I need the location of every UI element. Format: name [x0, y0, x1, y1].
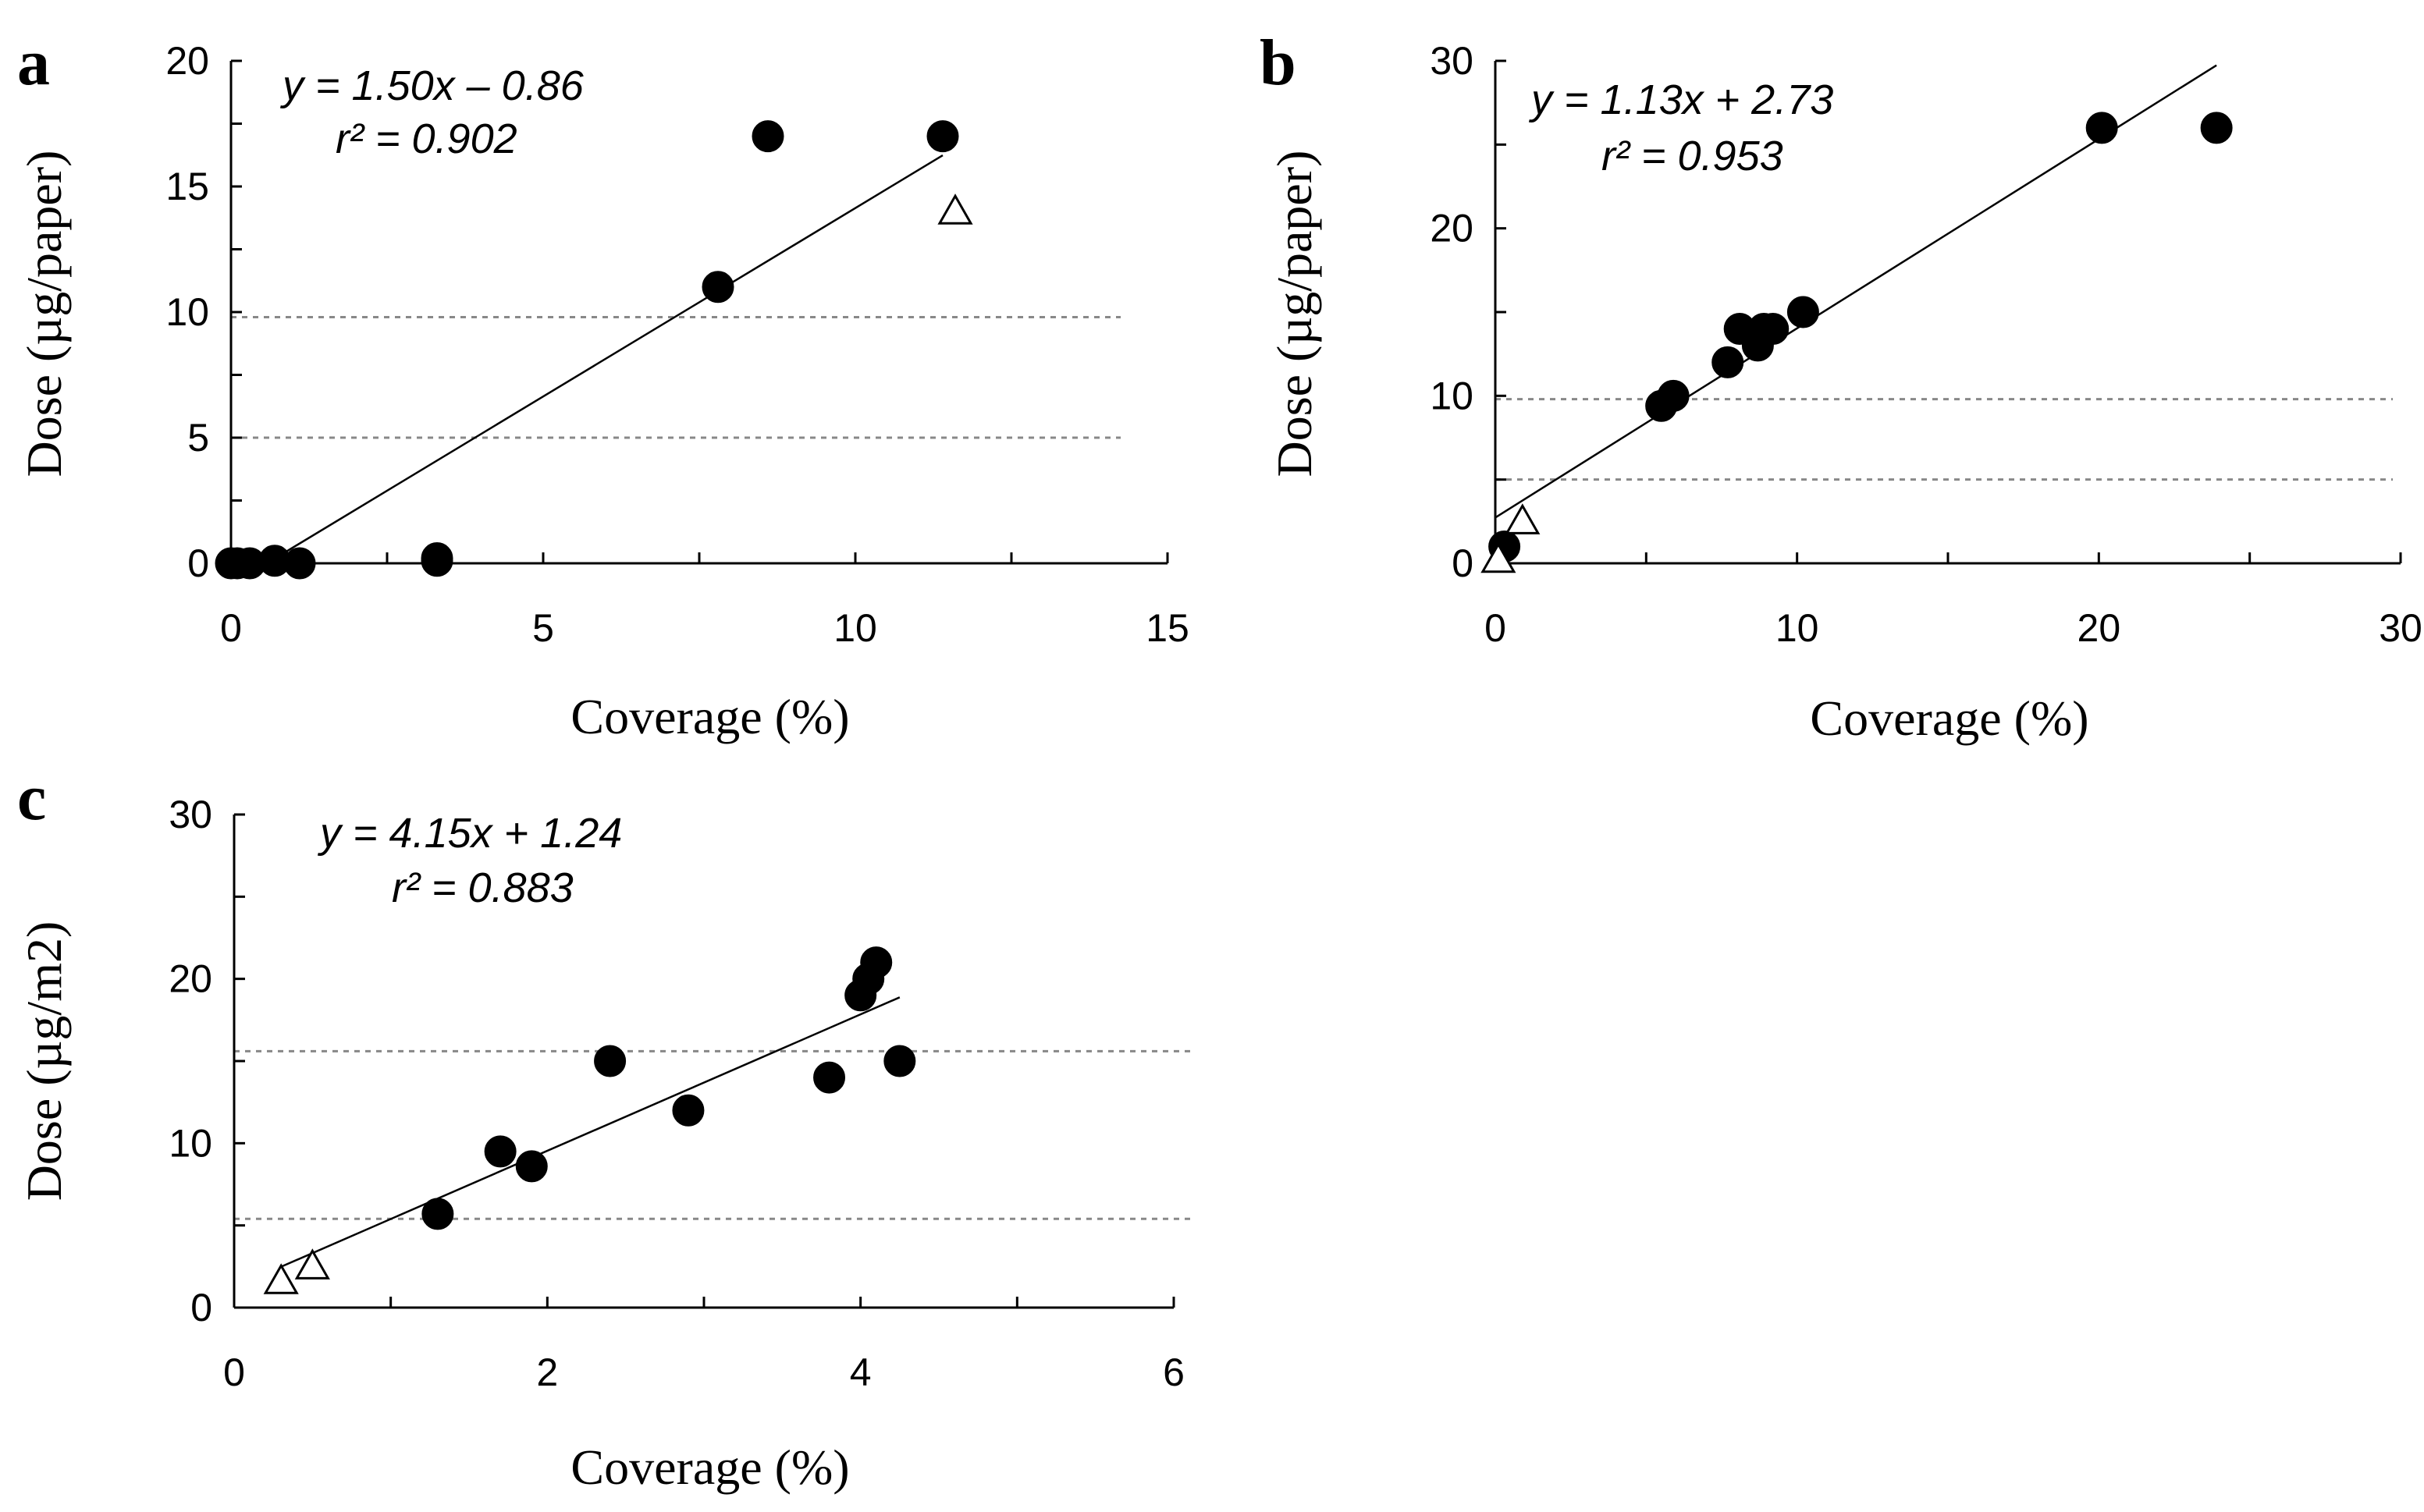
- data-point-open: [1505, 503, 1541, 534]
- equation-c: y = 4.15x + 1.24: [317, 810, 622, 857]
- y-axis-label-a: Dose (µg/paper): [16, 151, 72, 477]
- data-point-open: [937, 193, 973, 225]
- data-point: [283, 547, 316, 580]
- y-tick-label: 15: [165, 165, 209, 208]
- r2-b: r² = 0.953: [1601, 133, 1783, 179]
- panel-label-c: c: [17, 761, 46, 834]
- x-tick-label: 10: [833, 606, 877, 650]
- x-axis-label-c: Coverage (%): [570, 1439, 849, 1495]
- plot-c: 0 10 20 30 0 2 4 6: [169, 793, 1191, 1394]
- y-tick-label: 30: [169, 793, 212, 836]
- x-tick-label: 2: [536, 1351, 558, 1394]
- x-tick-label: 6: [1163, 1351, 1185, 1394]
- data-point-open: [263, 1263, 299, 1294]
- x-axis-label-b: Coverage (%): [1810, 690, 2088, 746]
- panel-label-a: a: [17, 27, 50, 99]
- data-point: [860, 946, 893, 979]
- y-tick-label: 20: [1430, 207, 1473, 250]
- r2-c: r² = 0.883: [392, 864, 574, 911]
- data-point: [752, 120, 784, 153]
- data-point: [1786, 296, 1819, 328]
- plot-a: 0 5 10 15 20 0 5 10 15: [165, 39, 1189, 650]
- y-axis-label-b: Dose (µg/paper): [1267, 151, 1322, 477]
- data-point: [1711, 346, 1744, 378]
- data-point: [594, 1045, 627, 1077]
- data-point-open: [294, 1248, 330, 1280]
- y-tick-label: 10: [169, 1121, 212, 1165]
- data-point: [883, 1045, 916, 1077]
- y-tick-label: 10: [165, 290, 209, 334]
- y-tick-label: 0: [190, 1286, 212, 1329]
- panel-label-b: b: [1260, 27, 1296, 99]
- data-point: [672, 1094, 705, 1127]
- y-axis-label-c: Dose (µg/m2): [16, 921, 72, 1201]
- x-tick-label: 15: [1146, 606, 1189, 650]
- panel-a: a Dose (µg/paper) Coverage (%) y = 1.50x…: [16, 27, 1189, 744]
- equation-a: y = 1.50x – 0.86: [279, 62, 585, 109]
- x-tick-label: 0: [223, 1351, 245, 1394]
- x-tick-label: 0: [220, 606, 242, 650]
- y-tick-label: 0: [187, 541, 209, 585]
- data-point: [421, 545, 453, 577]
- panel-c: c Dose (µg/m2) Coverage (%) y = 4.15x + …: [16, 761, 1191, 1495]
- data-point-open: [1480, 541, 1516, 573]
- data-point: [926, 120, 959, 153]
- y-tick-label: 30: [1430, 39, 1473, 83]
- y-tick-label: 0: [1452, 541, 1473, 585]
- x-tick-label: 5: [532, 606, 554, 650]
- x-tick-label: 30: [2379, 606, 2422, 650]
- x-tick-label: 10: [1775, 606, 1819, 650]
- data-point: [2085, 112, 2118, 144]
- x-axis-label-a: Coverage (%): [570, 689, 849, 744]
- data-point: [421, 1198, 454, 1230]
- plot-b: 0 10 20 30 0 10 20 30: [1430, 39, 2422, 650]
- y-tick-label: 10: [1430, 374, 1473, 417]
- data-point: [1757, 312, 1790, 345]
- r2-a: r² = 0.902: [336, 115, 517, 162]
- data-point: [1657, 379, 1690, 412]
- data-point: [813, 1061, 846, 1094]
- data-point: [484, 1135, 517, 1168]
- x-tick-label: 20: [2077, 606, 2121, 650]
- data-point: [2200, 112, 2233, 144]
- data-point: [515, 1150, 548, 1183]
- y-tick-label: 20: [169, 957, 212, 1001]
- x-tick-label: 0: [1484, 606, 1506, 650]
- data-point: [702, 271, 734, 303]
- regression-line: [268, 154, 944, 563]
- y-tick-label: 20: [165, 39, 209, 83]
- x-tick-label: 4: [850, 1351, 872, 1394]
- panel-b: b Dose (µg/paper) Coverage (%) y = 1.13x…: [1260, 27, 2422, 746]
- equation-b: y = 1.13x + 2.73: [1528, 76, 1833, 123]
- y-tick-label: 5: [187, 416, 209, 460]
- regression-line: [280, 996, 901, 1268]
